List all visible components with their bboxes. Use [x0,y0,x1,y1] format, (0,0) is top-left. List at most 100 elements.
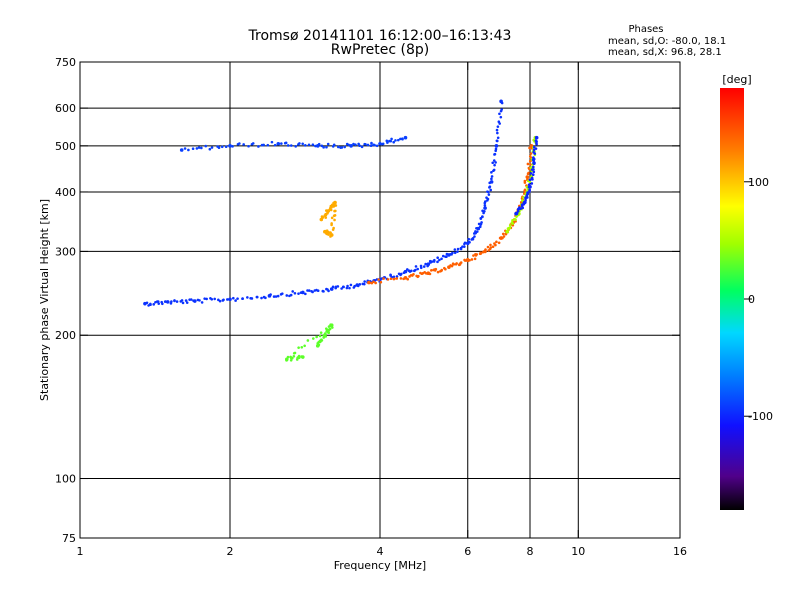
trace-point [493,242,496,245]
data-point [323,229,327,234]
trace-point [205,297,208,301]
trace-point [236,297,239,300]
data-point [529,144,534,148]
axis-ticks: 1 2 4 6 8 10 16 75 100 200 300 400 500 600 750 [55,56,687,558]
trace-point [471,237,475,240]
trace-point [474,230,477,233]
trace-point [515,215,518,218]
trace-point [322,290,325,293]
trace-point [354,143,357,146]
y-tick-label: 750 [55,56,76,69]
trace-point [346,284,349,288]
trace-point [528,178,532,182]
trace-point [152,303,156,306]
trace-point [478,225,482,229]
trace-point [297,354,301,358]
trace-point [496,136,500,140]
trace-point [349,283,353,287]
trace-point [330,223,333,227]
trace-point [180,299,184,302]
trace-point [369,144,373,148]
trace-point [488,185,492,189]
trace-point [392,275,396,279]
trace-point [530,176,534,180]
data-point [532,161,536,165]
trace-point [311,143,315,146]
y-tick-label: 300 [55,245,76,258]
trace-point [345,286,349,290]
trace-point [303,344,306,348]
trace-point [266,143,270,147]
trace-point [444,267,447,271]
trace-point [532,150,535,154]
colorbar-tick-label: -100 [748,410,773,423]
trace-point [330,206,333,209]
data-point [534,135,539,140]
trace-point [255,295,259,299]
trace-point [210,297,214,301]
trace-point [453,248,457,251]
trace-point [484,248,487,251]
trace-point [360,145,364,149]
data-point [403,276,408,280]
trace-point [324,216,328,219]
trace-point [224,145,228,149]
x-axis-label: Frequency [MHz] [334,559,426,572]
trace-point [372,280,375,284]
trace-point [204,144,208,148]
trace-point [327,331,331,334]
trace-point [321,216,325,219]
trace-point [332,214,336,218]
trace-point [489,246,493,249]
trace-point [200,301,204,304]
trace-point [322,146,325,149]
trace-point [399,137,402,141]
trace-point [317,142,321,146]
trace-point [434,267,438,271]
trace-point [499,115,503,119]
trace-point [527,166,531,170]
y-tick-label: 75 [62,532,76,545]
trace-point [297,346,300,349]
trace-point [311,337,315,340]
trace-point [501,232,505,236]
trace-point [392,140,395,144]
trace-point [518,206,521,209]
trace-point [495,128,499,132]
trace-point [522,196,525,199]
trace-point [316,289,320,293]
trace-point [330,234,334,237]
trace-point [486,245,490,249]
trace-point [500,108,503,111]
data-point [489,180,494,184]
trace-point [452,263,456,266]
trace-point [173,299,176,303]
trace-point [213,297,216,301]
trace-point [511,219,514,222]
trace-point [440,257,443,261]
trace-point [417,274,420,278]
trace-point [528,146,531,150]
trace-point [185,301,189,304]
trace-point [450,264,454,268]
trace-point [307,143,311,147]
data-point [301,290,305,295]
data-point [333,200,337,205]
data-point [483,206,487,210]
y-tick-label: 600 [55,102,76,115]
trace-point [276,294,280,298]
data-point [228,144,232,148]
trace-point [362,282,366,286]
trace-point [489,188,493,192]
trace-point [467,240,471,244]
trace-point [473,257,477,261]
trace-point [496,125,500,128]
x-tick-label: 6 [464,545,471,558]
trace-point [485,196,488,199]
trace-point [532,170,536,174]
trace-point [326,142,330,146]
trace-point [479,223,482,226]
trace-point [420,272,424,276]
trace-point [463,245,466,248]
trace-point [184,299,188,302]
